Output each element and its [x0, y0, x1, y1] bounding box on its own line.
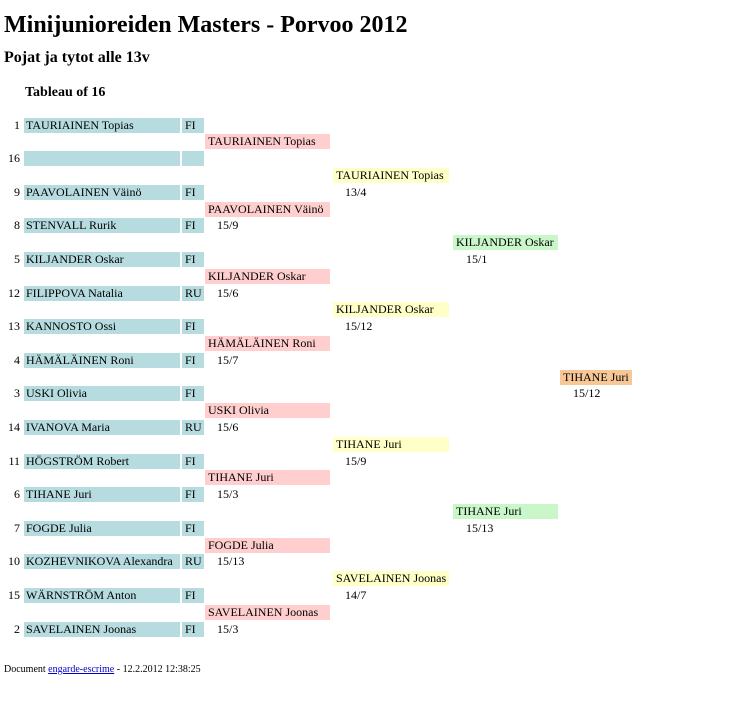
- entry-seed: 13: [8, 319, 20, 333]
- engarde-link[interactable]: engarde-escrime: [48, 664, 115, 675]
- tableau-title: Tableau of 16: [25, 85, 106, 100]
- entry-nation: FI: [182, 319, 204, 334]
- quarterfinal-score: 15/9: [345, 454, 367, 468]
- entry-seed: 12: [8, 286, 20, 300]
- footer-timestamp: - 12.2.2012 12:38:25: [114, 664, 201, 675]
- round-of-8-winner: TAURIAINEN Topias: [205, 134, 330, 149]
- entry-name: TAURIAINEN Topias: [24, 118, 180, 133]
- entry-name: USKI Olivia: [24, 386, 180, 401]
- entry-seed: 2: [14, 622, 20, 636]
- round-of-8-winner: FOGDE Julia: [205, 538, 330, 553]
- entry-nation: RU: [182, 554, 204, 569]
- semifinal-score: 15/1: [466, 252, 488, 266]
- entry-seed: 11: [8, 454, 20, 468]
- entry-name: WÄRNSTRÖM Anton: [24, 588, 180, 603]
- entry-nation: RU: [182, 420, 204, 435]
- page-subtitle: Pojat ja tytot alle 13v: [4, 49, 150, 66]
- entry-seed: 4: [14, 353, 20, 367]
- semifinal-winner: TIHANE Juri: [453, 504, 558, 519]
- footer-prefix: Document: [4, 664, 49, 675]
- page-title: Minijunioreiden Masters - Porvoo 2012: [4, 12, 408, 38]
- final-score: 15/12: [573, 386, 601, 400]
- entry-nation: FI: [182, 454, 204, 469]
- entry-nation: RU: [182, 286, 204, 301]
- quarterfinal-score: 14/7: [345, 588, 367, 602]
- footer: Document engarde-escrime - 12.2.2012 12:…: [4, 664, 201, 675]
- round-of-8-winner: SAVELAINEN Joonas: [205, 605, 330, 620]
- entry-nation: FI: [182, 353, 204, 368]
- entry-nation: FI: [182, 487, 204, 502]
- entry-seed: 9: [14, 185, 20, 199]
- round-of-8-score: 15/9: [217, 218, 239, 232]
- entry-seed: 14: [8, 420, 20, 434]
- round-of-8-winner: TIHANE Juri: [205, 470, 330, 485]
- entry-name: KILJANDER Oskar: [24, 252, 180, 267]
- entry-nation: FI: [182, 521, 204, 536]
- round-of-8-winner: PAAVOLAINEN Väinö: [205, 202, 330, 217]
- entry-seed: 5: [14, 252, 20, 266]
- entry-seed: 16: [8, 151, 20, 165]
- entry-seed: 8: [14, 218, 20, 232]
- entry-nation: FI: [182, 588, 204, 603]
- entry-name: PAAVOLAINEN Väinö: [24, 185, 180, 200]
- entry-seed: 6: [14, 487, 20, 501]
- entry-name: TIHANE Juri: [24, 487, 180, 502]
- round-of-8-score: 15/7: [217, 353, 239, 367]
- entry-nation: FI: [182, 386, 204, 401]
- semifinal-winner: KILJANDER Oskar: [453, 235, 558, 250]
- round-of-8-score: 15/13: [217, 554, 245, 568]
- entry-nation: [182, 151, 204, 166]
- entry-nation: FI: [182, 252, 204, 267]
- round-of-8-winner: USKI Olivia: [205, 403, 330, 418]
- entry-name: STENVALL Rurik: [24, 218, 180, 233]
- entry-name: HÖGSTRÖM Robert: [24, 454, 180, 469]
- entry-name: IVANOVA Maria: [24, 420, 180, 435]
- entry-seed: 1: [14, 118, 20, 132]
- entry-name: FILIPPOVA Natalia: [24, 286, 180, 301]
- entry-name: FOGDE Julia: [24, 521, 180, 536]
- quarterfinal-winner: KILJANDER Oskar: [333, 302, 449, 317]
- entry-nation: FI: [182, 622, 204, 637]
- round-of-8-winner: KILJANDER Oskar: [205, 269, 330, 284]
- entry-nation: FI: [182, 118, 204, 133]
- round-of-8-score: 15/6: [217, 420, 239, 434]
- entry-seed: 15: [8, 588, 20, 602]
- semifinal-score: 15/13: [466, 521, 494, 535]
- entry-nation: FI: [182, 218, 204, 233]
- round-of-8-score: 15/3: [217, 622, 239, 636]
- entry-seed: 7: [14, 521, 20, 535]
- round-of-8-winner: HÄMÄLÄINEN Roni: [205, 336, 330, 351]
- entry-name: SAVELAINEN Joonas: [24, 622, 180, 637]
- entry-seed: 3: [14, 386, 20, 400]
- quarterfinal-winner: TAURIAINEN Topias: [333, 168, 449, 183]
- champion: TIHANE Juri: [560, 370, 632, 385]
- entry-name: [24, 151, 180, 166]
- quarterfinal-score: 13/4: [345, 185, 367, 199]
- quarterfinal-score: 15/12: [345, 319, 373, 333]
- quarterfinal-winner: TIHANE Juri: [333, 437, 449, 452]
- round-of-8-score: 15/3: [217, 487, 239, 501]
- entry-name: KOZHEVNIKOVA Alexandra: [24, 554, 180, 569]
- round-of-8-score: 15/6: [217, 286, 239, 300]
- entry-nation: FI: [182, 185, 204, 200]
- entry-name: HÄMÄLÄINEN Roni: [24, 353, 180, 368]
- entry-seed: 10: [8, 554, 20, 568]
- entry-name: KANNOSTO Ossi: [24, 319, 180, 334]
- quarterfinal-winner: SAVELAINEN Joonas: [333, 571, 449, 586]
